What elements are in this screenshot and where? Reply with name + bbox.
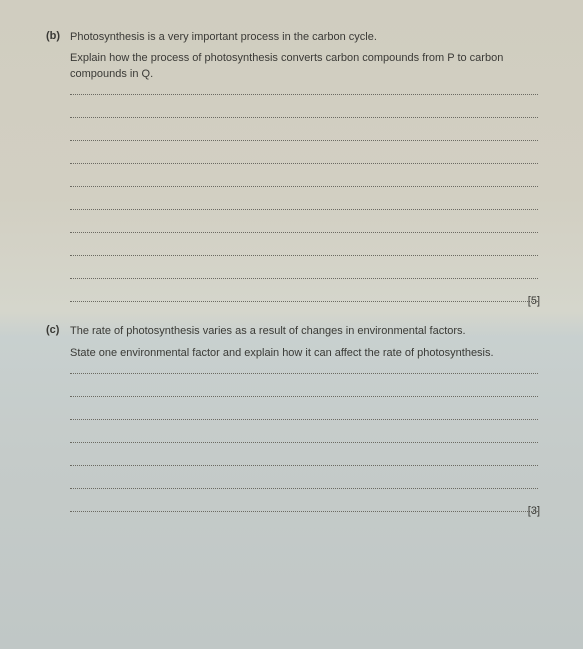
answer-line: [70, 209, 538, 210]
question-c-prompt: State one environmental factor and expla…: [70, 346, 538, 361]
question-c-label: (c): [46, 324, 59, 336]
question-b-prompt: Explain how the process of photosynthesi…: [70, 51, 538, 82]
answer-line: [70, 419, 538, 420]
question-b: (b) Photosynthesis is a very important p…: [70, 30, 538, 302]
answer-line: [70, 396, 538, 397]
exam-page: (b) Photosynthesis is a very important p…: [0, 0, 583, 554]
answer-line: [70, 465, 538, 466]
answer-line-marks: [70, 511, 538, 512]
answer-line-marks: [70, 301, 538, 302]
question-c: (c) The rate of photosynthesis varies as…: [70, 324, 538, 512]
answer-line: [70, 94, 538, 95]
answer-line: [70, 117, 538, 118]
question-b-label: (b): [46, 30, 60, 42]
answer-lines-c: [70, 373, 538, 512]
answer-line: [70, 232, 538, 233]
answer-line: [70, 255, 538, 256]
question-c-intro: The rate of photosynthesis varies as a r…: [70, 324, 538, 339]
answer-line: [70, 278, 538, 279]
answer-line: [70, 163, 538, 164]
answer-line: [70, 488, 538, 489]
answer-line: [70, 186, 538, 187]
answer-line: [70, 140, 538, 141]
answer-line: [70, 373, 538, 374]
answer-line: [70, 442, 538, 443]
question-b-intro: Photosynthesis is a very important proce…: [70, 30, 538, 45]
answer-lines-b: [70, 94, 538, 302]
